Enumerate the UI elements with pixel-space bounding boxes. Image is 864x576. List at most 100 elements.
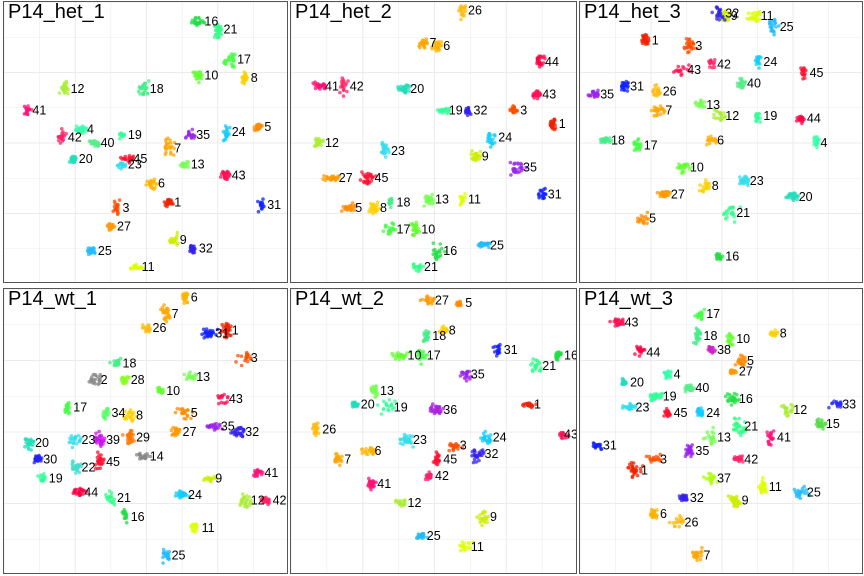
cluster-label-3: 3 [660,452,667,466]
cell-point [418,298,423,303]
cell-point [758,17,762,21]
cell-point [620,85,625,90]
cluster-10-points [390,350,412,362]
cluster-label-25: 25 [172,548,186,562]
cell-point [797,489,801,494]
cell-point [535,359,540,363]
cell-point [200,332,204,337]
cluster-37-points [701,471,720,486]
cell-point [474,460,479,464]
cluster-label-33: 33 [842,398,856,412]
cell-point [649,460,653,464]
cell-point [162,303,166,307]
cell-point [467,369,472,374]
cluster-label-20: 20 [410,82,424,96]
cell-point [414,268,418,273]
cell-point [817,137,821,142]
cluster-32-points [710,5,727,22]
cell-point [423,356,427,360]
cell-point [729,370,733,375]
cell-point [642,347,647,352]
cell-point [697,188,702,193]
cell-point [334,452,338,456]
cluster-4-points [74,124,89,136]
cell-point [701,475,706,479]
cell-point [379,412,384,416]
cell-point [125,433,130,437]
cell-point [424,332,428,337]
cell-point [742,175,747,179]
cell-point [639,214,644,218]
cell-point [732,427,736,432]
cell-point [638,467,643,471]
cell-point [337,456,341,460]
cell-point [437,254,441,259]
cell-point [533,367,537,372]
cell-point [701,436,706,441]
cell-point [176,494,181,498]
cluster-17-points [63,400,72,416]
cell-point [673,69,678,73]
cell-point [480,511,485,516]
cluster-label-31: 31 [504,343,518,357]
cell-point [225,175,229,180]
cell-point [420,534,424,538]
cell-point [516,162,521,166]
cluster-label-16: 16 [443,244,457,258]
cell-point [70,462,75,466]
cell-point [687,385,692,389]
cell-point [430,45,434,49]
cluster-38-points [706,344,717,355]
cell-point [738,429,743,433]
cell-point [183,296,187,301]
cluster-label-45: 45 [443,452,457,466]
cell-point [429,195,433,200]
cell-point [122,516,127,521]
cell-point [71,441,76,446]
cell-point [36,459,40,463]
cell-point [511,104,515,108]
cell-point [117,198,122,202]
cell-point [314,144,319,148]
cell-point [405,440,410,444]
cell-point [694,554,699,559]
cell-point [479,436,483,440]
cell-point [649,108,654,113]
cell-point [434,457,439,462]
cluster-45-points [662,406,672,419]
cell-point [341,94,346,98]
cell-point [647,454,652,459]
cell-point [521,403,525,407]
cell-point [699,99,704,103]
cell-point [74,127,79,132]
cell-point [702,307,707,312]
cell-point [508,160,513,165]
cell-point [751,13,755,18]
cluster-label-8: 8 [251,71,258,85]
cell-point [197,80,201,85]
cell-point [760,484,764,489]
cell-point [230,65,235,69]
cell-point [366,171,371,176]
cell-point [116,363,120,367]
cell-point [687,50,691,54]
cell-point [469,374,474,379]
cell-point [758,120,762,124]
cluster-24-points [173,489,192,500]
cell-point [206,477,211,482]
cluster-label-35: 35 [471,368,485,382]
cell-point [709,476,713,481]
cell-point [685,46,690,50]
cluster-label-37: 37 [717,472,731,486]
cluster-5-points [252,122,264,133]
cell-point [186,165,191,169]
cell-point [433,461,437,465]
cluster-label-4: 4 [674,368,681,382]
cluster-label-41: 41 [325,79,339,93]
cell-point [145,92,150,96]
cell-point [180,293,185,298]
cluster-label-20: 20 [361,398,375,412]
cell-point [257,122,261,127]
cell-point [741,460,745,464]
cell-point [683,497,687,502]
